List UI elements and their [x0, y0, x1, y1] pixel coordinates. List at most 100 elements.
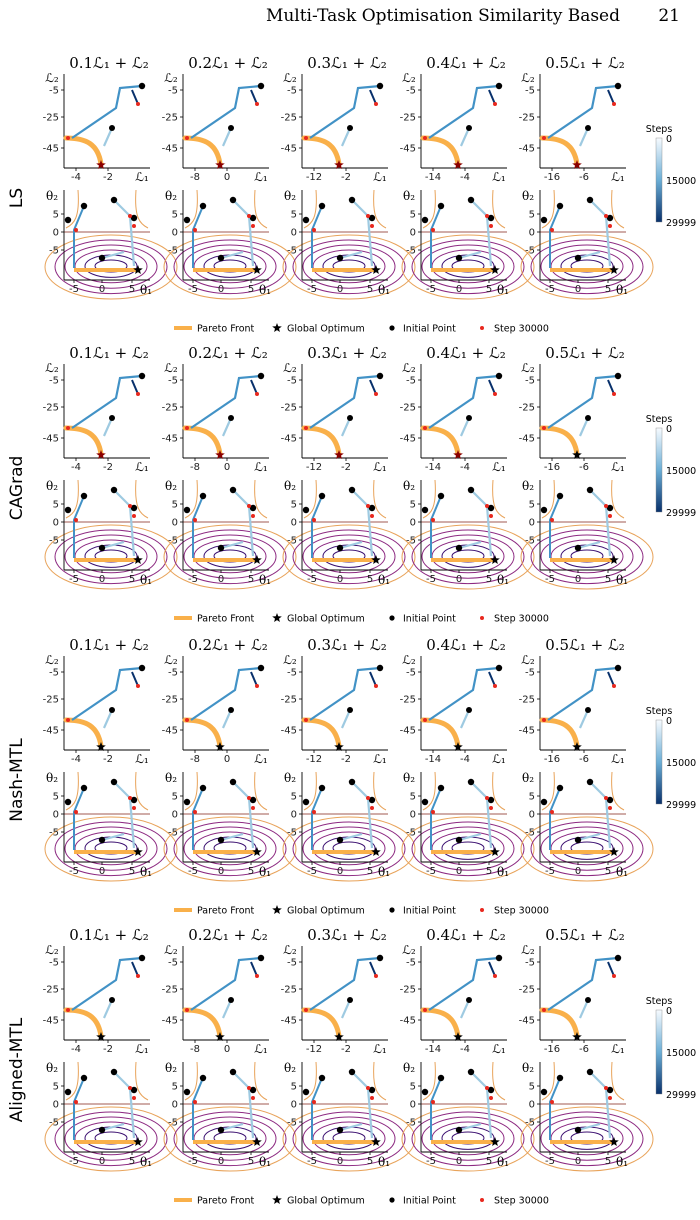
initial-point: [606, 504, 614, 512]
y-tick-label: -45: [162, 434, 178, 445]
y-tick-label: -5: [525, 668, 535, 679]
trajectory: [577, 833, 601, 841]
global-optimum-star: [334, 450, 344, 459]
colorbar-tick-mid: 15000: [666, 1048, 696, 1059]
param-panel: 5 0 -5 -5 0 5 θ₂ θ₁: [44, 771, 178, 882]
x-axis-label: ℒ₁: [492, 170, 505, 184]
contour: [84, 544, 138, 568]
pareto-front: [301, 1007, 342, 1039]
y-tick-label: 0: [529, 1100, 535, 1111]
initial-point: [229, 196, 237, 204]
y-axis-label: θ₂: [284, 771, 296, 785]
y-tick-label: -45: [400, 144, 416, 155]
contour: [184, 479, 198, 519]
contour: [441, 254, 495, 278]
final-point: [255, 684, 259, 688]
contour: [520, 1106, 654, 1172]
y-axis-label: ℒ₂: [164, 653, 178, 667]
contour: [44, 1106, 178, 1172]
initial-point: [138, 954, 146, 962]
y-tick-label: 5: [291, 1082, 297, 1093]
final-point: [608, 514, 612, 518]
subplot-title: 0.3ℒ₁ + ℒ₂: [307, 54, 387, 72]
subplot-title: 0.3ℒ₁ + ℒ₂: [307, 344, 387, 362]
x-tick-label: -5: [426, 866, 436, 877]
initial-point: [421, 506, 429, 514]
x-tick-label: -5: [69, 1156, 79, 1167]
initial-point: [495, 664, 503, 672]
global-optimum-star: [215, 160, 225, 169]
trajectory: [577, 541, 601, 549]
loss-panel: -5 -25 -45 -16 -6 ℒ₂ ℒ₁: [519, 71, 626, 184]
pareto-front: [63, 135, 104, 167]
global-optimum-star: [133, 1137, 143, 1146]
final-point: [612, 392, 616, 396]
pareto-front: [420, 135, 461, 167]
y-tick-label: -5: [287, 376, 297, 387]
x-tick-label: 0: [456, 1156, 462, 1167]
x-tick-label: 0: [224, 172, 230, 183]
colorbar-tick-top: 0: [666, 716, 672, 727]
initial-point: [110, 778, 118, 786]
trajectory: [101, 251, 125, 259]
x-tick-label: -5: [426, 1156, 436, 1167]
trajectory: [578, 127, 590, 147]
y-axis-label: ℒ₂: [521, 361, 535, 375]
contour: [303, 1061, 317, 1101]
final-point: [423, 426, 427, 430]
y-tick-label: -5: [168, 376, 178, 387]
contour: [135, 771, 149, 811]
trajectory: [428, 84, 500, 139]
trajectory: [190, 666, 262, 721]
trajectory: [339, 833, 363, 841]
subplot-title: 0.1ℒ₁ + ℒ₂: [69, 926, 149, 944]
initial-point: [138, 664, 146, 672]
final-point: [423, 718, 427, 722]
initial-point: [487, 214, 495, 222]
param-panel: 5 0 -5 -5 0 5 θ₂ θ₁: [520, 771, 654, 882]
initial-point: [487, 1086, 495, 1094]
final-point: [74, 1100, 78, 1104]
x-tick-label: -5: [307, 866, 317, 877]
initial-point: [495, 954, 503, 962]
contour: [54, 1111, 168, 1167]
initial-point: [183, 798, 191, 806]
final-point: [251, 1096, 255, 1100]
initial-point: [466, 707, 472, 713]
global-optimum-star: [490, 265, 500, 274]
y-tick-label: 0: [410, 228, 416, 239]
x-tick-label: 5: [605, 574, 611, 585]
legend-initial-swatch: [389, 615, 395, 621]
final-point: [66, 136, 70, 140]
pareto-front: [539, 135, 580, 167]
contour: [492, 479, 506, 519]
contour: [203, 254, 257, 278]
y-axis-label: θ₂: [403, 189, 415, 203]
y-tick-label: -5: [525, 86, 535, 97]
final-point: [74, 810, 78, 814]
contour: [322, 254, 376, 278]
contour: [541, 1061, 555, 1101]
contour: [530, 529, 644, 585]
final-point: [485, 214, 489, 218]
subplot-title: 0.1ℒ₁ + ℒ₂: [69, 344, 149, 362]
global-optimum-star: [490, 847, 500, 856]
initial-point: [98, 836, 106, 844]
trajectory: [220, 833, 244, 841]
trajectory: [339, 251, 363, 259]
param-panel: 5 0 -5 -5 0 5 θ₂ θ₁: [163, 1061, 297, 1172]
y-axis-label: θ₂: [403, 1061, 415, 1075]
loss-panel: -5 -25 -45 -14 -4 ℒ₂ ℒ₁: [400, 653, 507, 766]
initial-point: [466, 125, 472, 131]
global-optimum-star: [572, 742, 582, 751]
final-point: [128, 214, 132, 218]
y-tick-label: -45: [281, 1016, 297, 1027]
initial-point: [487, 504, 495, 512]
contour: [163, 524, 297, 590]
y-tick-label: 5: [410, 500, 416, 511]
legend-initial-swatch: [389, 1197, 395, 1203]
trajectory: [488, 961, 496, 977]
colorbar-tick-mid: 15000: [666, 176, 696, 187]
initial-point: [586, 196, 594, 204]
